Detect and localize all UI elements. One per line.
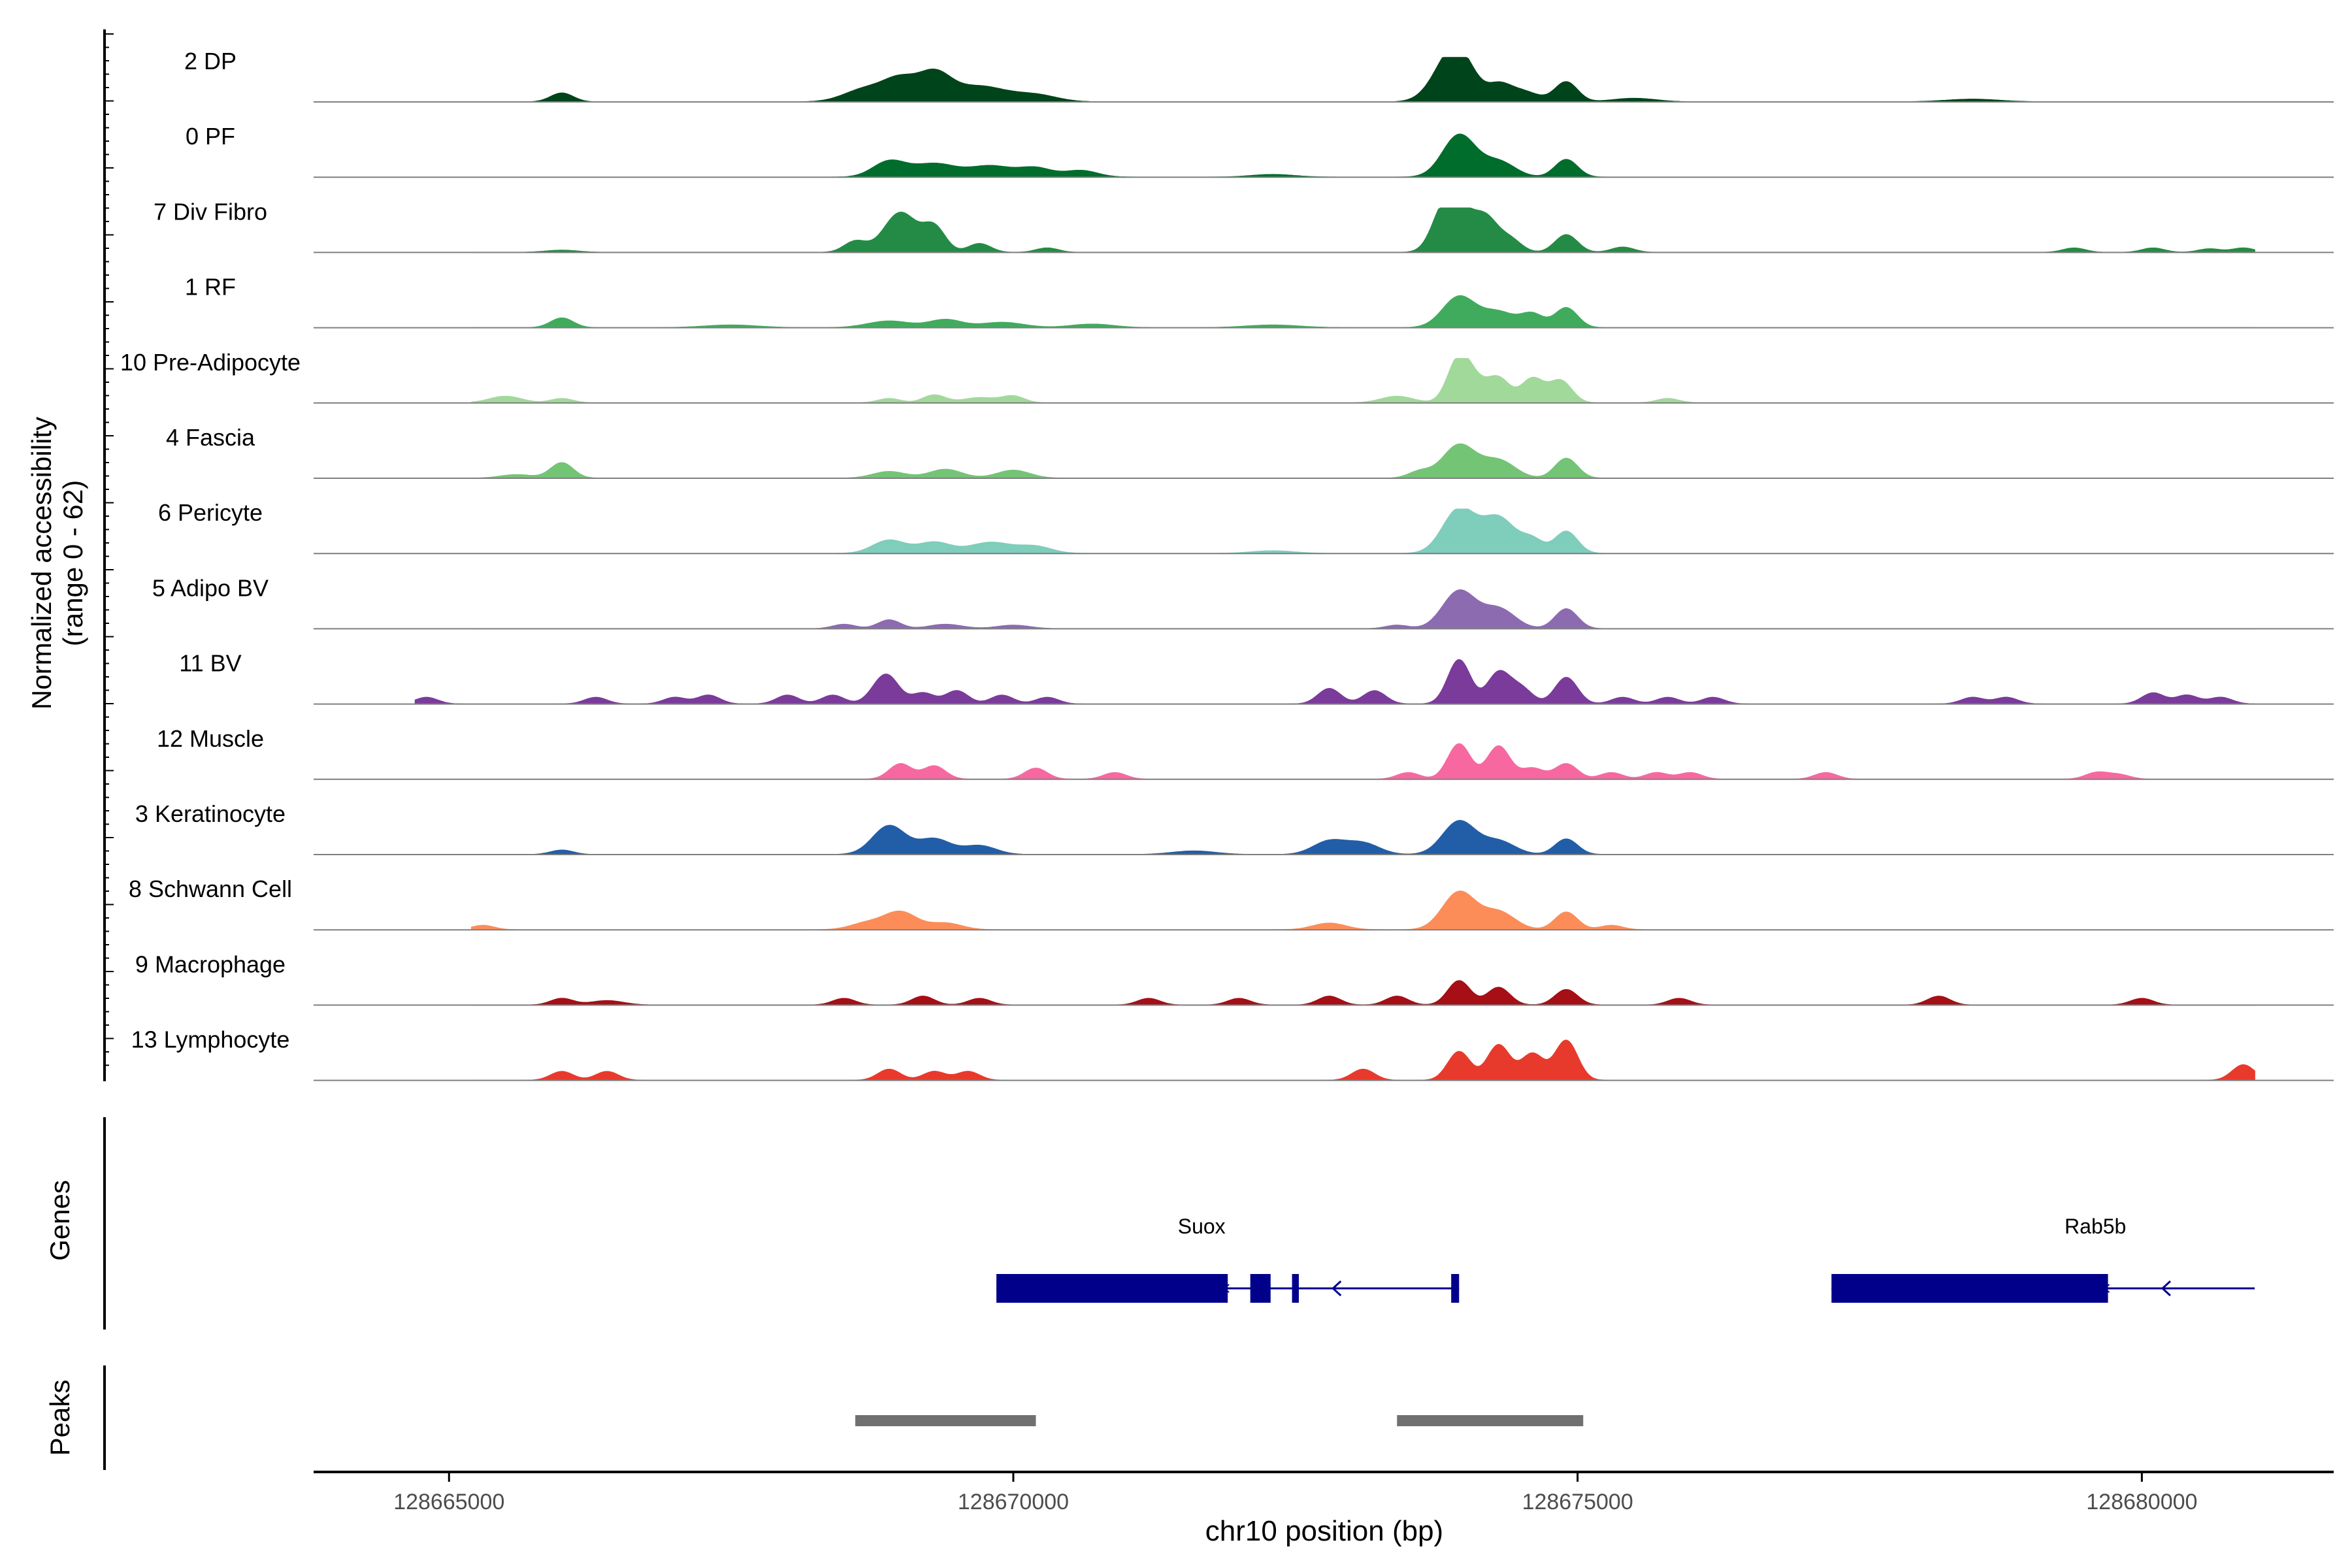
coverage-area (471, 589, 2255, 630)
gene-name: Rab5b (2065, 1215, 2126, 1238)
track-4: 1 RF (185, 274, 2334, 329)
coverage-tracks: 2 DP 0 PF 7 Div Fibro 1 RF 10 Pre-Adipocyte 4… (120, 48, 2334, 1081)
track-10: 12 Muscle (157, 725, 2334, 780)
gene-rab5b: Rab5b (1831, 1215, 2255, 1303)
coverage-area (471, 443, 2255, 479)
y-axis-subtitle: (range 0 - 62) (57, 480, 88, 646)
coverage-area (471, 980, 2255, 1006)
track-label: 12 Muscle (157, 725, 264, 752)
track-13: 9 Macrophage (135, 951, 2334, 1006)
track-8: 5 Adipo BV (152, 574, 2334, 630)
track-label: 3 Keratinocyte (135, 800, 286, 827)
coverage-area (414, 659, 2255, 705)
coverage-area (471, 57, 2255, 103)
track-3: 7 Div Fibro (154, 198, 2334, 253)
x-tick-label: 128680000 (2086, 1490, 2197, 1514)
track-12: 8 Schwann Cell (129, 875, 2334, 931)
x-axis-ticks: 128665000 128670000 128675000 128680000 (393, 1472, 2197, 1514)
gene-exon (1451, 1274, 1460, 1303)
track-5: 10 Pre-Adipocyte (120, 349, 2334, 404)
track-label: 7 Div Fibro (154, 198, 267, 225)
track-label: 1 RF (185, 274, 236, 301)
track-label: 2 DP (184, 48, 237, 74)
strand-arrow-icon (2161, 1280, 2171, 1297)
gene-exon (1292, 1274, 1299, 1303)
track-7: 6 Pericyte (158, 499, 2334, 555)
gene-name: Suox (1178, 1215, 1226, 1238)
x-tick-label: 128675000 (1522, 1490, 1633, 1514)
strand-arrow-icon (1331, 1280, 1342, 1297)
track-label: 4 Fascia (166, 424, 255, 451)
coverage-area (471, 133, 2255, 178)
gene-exon (996, 1274, 1228, 1303)
track-label: 10 Pre-Adipocyte (120, 349, 301, 376)
track-label: 11 BV (179, 650, 241, 677)
strand-arrow-icon (2102, 1284, 2110, 1293)
coverage-area (471, 207, 2255, 253)
coverage-area (471, 820, 2255, 855)
gene-track: Suox Rab5b (996, 1215, 2255, 1303)
track-14: 13 Lymphocyte (131, 1026, 2334, 1081)
coverage-area (471, 1039, 2255, 1081)
gene-exon (1831, 1274, 2108, 1303)
track-label: 9 Macrophage (135, 951, 286, 977)
track-11: 3 Keratinocyte (135, 800, 2334, 855)
genes-label: Genes (44, 1180, 75, 1261)
track-label: 8 Schwann Cell (129, 875, 292, 902)
track-2: 0 PF (186, 123, 2334, 178)
peak-region (1397, 1415, 1584, 1426)
x-axis-title: chr10 position (bp) (1205, 1515, 1443, 1547)
y-axis-title: Normalized accessibility (26, 417, 57, 710)
x-tick-label: 128665000 (393, 1490, 504, 1514)
peak-region (855, 1415, 1036, 1426)
coverage-area (471, 508, 2255, 554)
coverage-area (471, 890, 2255, 930)
gene-suox: Suox (996, 1215, 1460, 1303)
track-6: 4 Fascia (166, 424, 2334, 479)
coverage-area (471, 743, 2255, 780)
peaks-label: Peaks (44, 1380, 75, 1456)
track-9: 11 BV (179, 650, 2334, 705)
x-tick-label: 128670000 (958, 1490, 1069, 1514)
y-axis-ticks (105, 33, 114, 1066)
gene-exon (1250, 1274, 1271, 1303)
track-label: 5 Adipo BV (152, 574, 269, 601)
track-label: 0 PF (186, 123, 235, 150)
coverage-area (471, 358, 2255, 404)
track-label: 13 Lymphocyte (131, 1026, 290, 1053)
track-1: 2 DP (184, 48, 2334, 103)
strand-arrow-icon (1222, 1284, 1230, 1293)
track-label: 6 Pericyte (158, 499, 263, 526)
peak-track (855, 1415, 1584, 1426)
coverage-area (471, 295, 2255, 329)
